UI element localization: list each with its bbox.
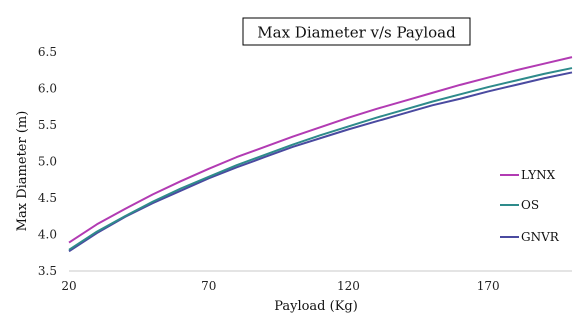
y-tick-label: 4.0 [38,228,57,242]
legend: LYNX OS GNVR [500,168,560,244]
x-tick-label: 120 [337,279,360,293]
y-axis: 3.5 4.0 4.5 5.0 5.5 6.0 6.5 [38,45,57,278]
legend-label-gnvr: GNVR [521,230,560,244]
chart-title-frame [242,17,471,46]
x-tick-label: 20 [61,279,76,293]
legend-label-lynx: LYNX [521,168,556,182]
series-line-os [68,67,573,251]
series-line-lynx [68,56,573,244]
chart-title-box: Max Diameter v/s Payload [242,17,471,46]
x-axis-title: Payload (Kg) [274,299,358,314]
x-tick-label: 70 [201,279,216,293]
series-lines [68,56,573,253]
series-line-gnvr [68,71,573,253]
y-tick-label: 6.0 [38,82,57,96]
x-tick-label: 170 [477,279,500,293]
y-tick-label: 5.0 [38,155,57,169]
y-tick-label: 4.5 [38,191,57,205]
chart-title: Max Diameter v/s Payload [257,24,456,42]
y-tick-label: 5.5 [38,118,57,132]
y-tick-label: 6.5 [38,45,57,59]
y-axis-title: Max Diameter (m) [15,111,30,232]
legend-label-os: OS [521,198,539,212]
x-axis: 20 70 120 170 [61,279,499,293]
y-tick-label: 3.5 [38,264,57,278]
